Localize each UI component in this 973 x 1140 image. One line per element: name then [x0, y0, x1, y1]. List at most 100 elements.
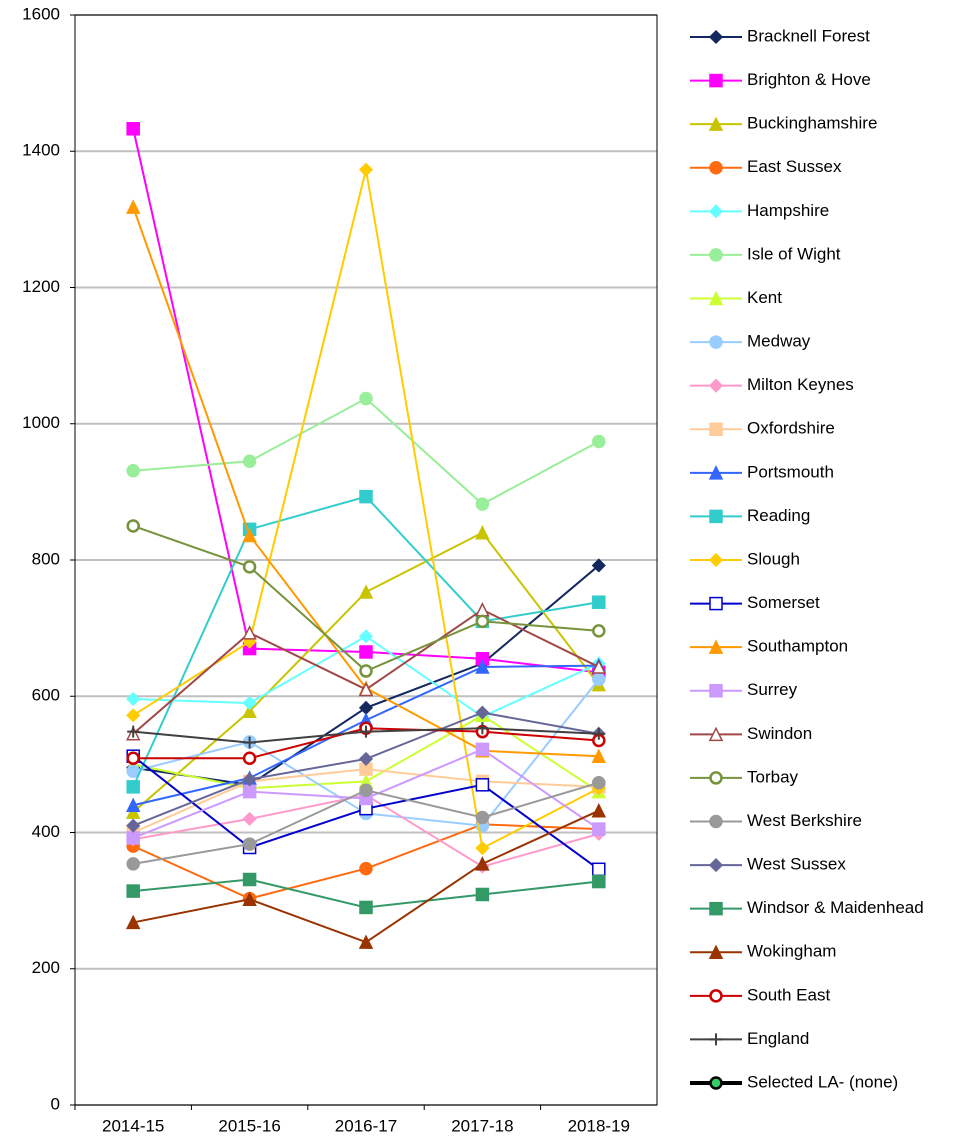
legend-label: West Berkshire — [747, 811, 862, 830]
point — [592, 727, 605, 740]
point — [126, 751, 140, 765]
point — [359, 664, 373, 678]
legend-label: Southampton — [747, 637, 848, 656]
point — [358, 162, 374, 177]
point — [592, 822, 606, 836]
point — [126, 708, 141, 723]
legend-marker — [708, 944, 724, 959]
point — [125, 199, 141, 214]
point — [242, 696, 257, 711]
point — [475, 659, 490, 674]
point — [242, 625, 257, 640]
legend-label: Somerset — [747, 593, 820, 612]
point — [591, 558, 606, 573]
y-tick-label: 0 — [51, 1094, 60, 1113]
point — [126, 884, 140, 898]
legend-label: Wokingham — [747, 942, 836, 961]
legend-label: Medway — [747, 332, 811, 351]
y-tick-label: 1600 — [22, 4, 60, 23]
legend-marker — [709, 73, 723, 88]
legend-marker — [709, 901, 723, 916]
legend-label: Portsmouth — [747, 462, 834, 481]
point — [591, 748, 607, 763]
y-tick-label: 200 — [32, 958, 60, 977]
point — [242, 872, 257, 887]
y-tick-label: 1200 — [22, 277, 60, 296]
point — [359, 391, 373, 406]
x-tick-label: 2015-16 — [218, 1116, 280, 1135]
legend-marker — [709, 509, 723, 524]
point — [359, 900, 373, 915]
series-line — [132, 823, 599, 900]
point — [126, 818, 141, 833]
point — [591, 659, 607, 674]
point — [360, 725, 372, 738]
point — [591, 803, 607, 818]
point — [359, 489, 373, 504]
legend-marker — [709, 335, 723, 349]
point — [475, 525, 490, 540]
legend-label: Isle of Wight — [747, 244, 841, 263]
legend-marker — [708, 116, 724, 131]
legend-label: Buckinghamshire — [747, 114, 877, 133]
y-tick-label: 600 — [32, 686, 60, 705]
point — [242, 560, 257, 574]
point — [127, 725, 140, 738]
legend-label: East Sussex — [747, 157, 842, 176]
point — [359, 645, 373, 659]
legend-label: Hampshire — [747, 201, 829, 220]
point — [359, 861, 373, 876]
legend-label: Selected LA- (none) — [747, 1072, 898, 1091]
point — [243, 736, 256, 749]
legend-label: Oxfordshire — [747, 419, 835, 438]
point — [358, 934, 374, 949]
legend-marker — [708, 858, 724, 873]
legend-marker — [708, 204, 724, 219]
legend-label: Windsor & Maidenhead — [747, 898, 924, 917]
legend-label: Swindon — [747, 724, 812, 743]
x-tick-label: 2018-19 — [568, 1116, 630, 1135]
y-tick-label: 400 — [32, 822, 60, 841]
x-tick-label: 2017-18 — [451, 1116, 513, 1135]
legend-marker — [709, 596, 723, 611]
point — [475, 497, 490, 511]
point — [126, 764, 140, 778]
legend-marker — [708, 552, 724, 568]
point — [475, 602, 490, 617]
point — [475, 614, 490, 629]
point — [475, 856, 490, 871]
point — [125, 804, 141, 819]
x-tick-label: 2016-17 — [335, 1116, 397, 1135]
point — [475, 887, 490, 902]
point — [475, 810, 490, 825]
point — [242, 703, 257, 718]
point — [358, 681, 374, 697]
point — [125, 797, 141, 812]
point — [592, 595, 606, 609]
y-tick-label: 1000 — [22, 413, 60, 432]
legend-marker — [709, 814, 723, 829]
x-tick-label: 2014-15 — [102, 1116, 164, 1135]
point — [126, 122, 140, 136]
plot-border — [74, 14, 658, 1106]
legend-label: England — [747, 1029, 809, 1048]
point — [592, 862, 606, 877]
point — [358, 751, 374, 766]
legend-label: Slough — [747, 549, 800, 568]
point — [125, 914, 141, 930]
point — [242, 811, 257, 826]
point — [126, 780, 140, 794]
point — [592, 672, 606, 686]
legend-marker — [709, 248, 723, 262]
y-tick-label: 1400 — [22, 141, 60, 160]
point — [475, 841, 490, 856]
point — [242, 784, 257, 799]
point — [126, 464, 140, 478]
legend-label: Milton Keynes — [747, 375, 854, 394]
series-line — [133, 397, 600, 506]
point — [359, 783, 373, 798]
legend-label: Reading — [747, 506, 810, 525]
point — [242, 454, 257, 468]
point — [126, 691, 141, 707]
